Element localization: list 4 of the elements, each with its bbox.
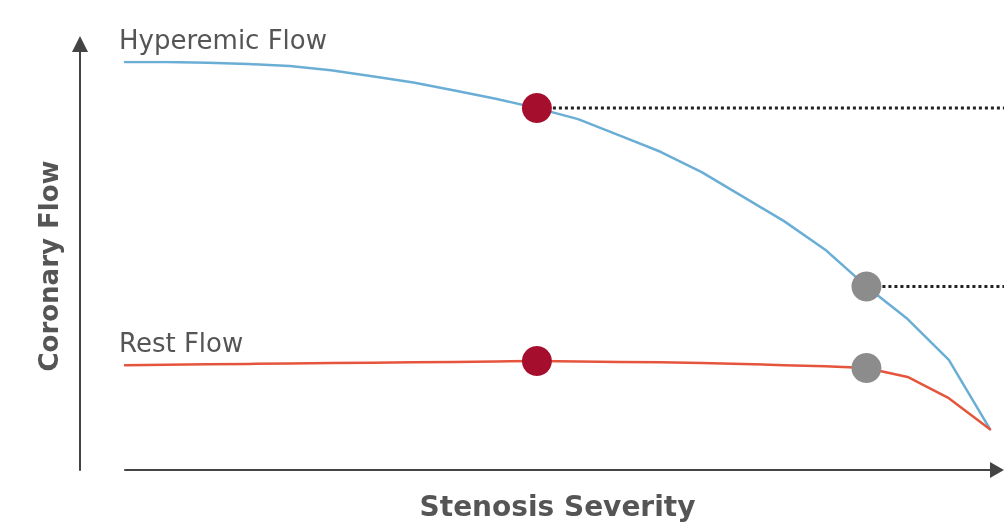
y-axis-title: Coronary Flow	[34, 160, 64, 372]
series-label: Hyperemic Flow	[119, 25, 328, 55]
x-axis-title: Stenosis Severity	[419, 489, 696, 523]
series-label: Rest Flow	[119, 328, 244, 359]
